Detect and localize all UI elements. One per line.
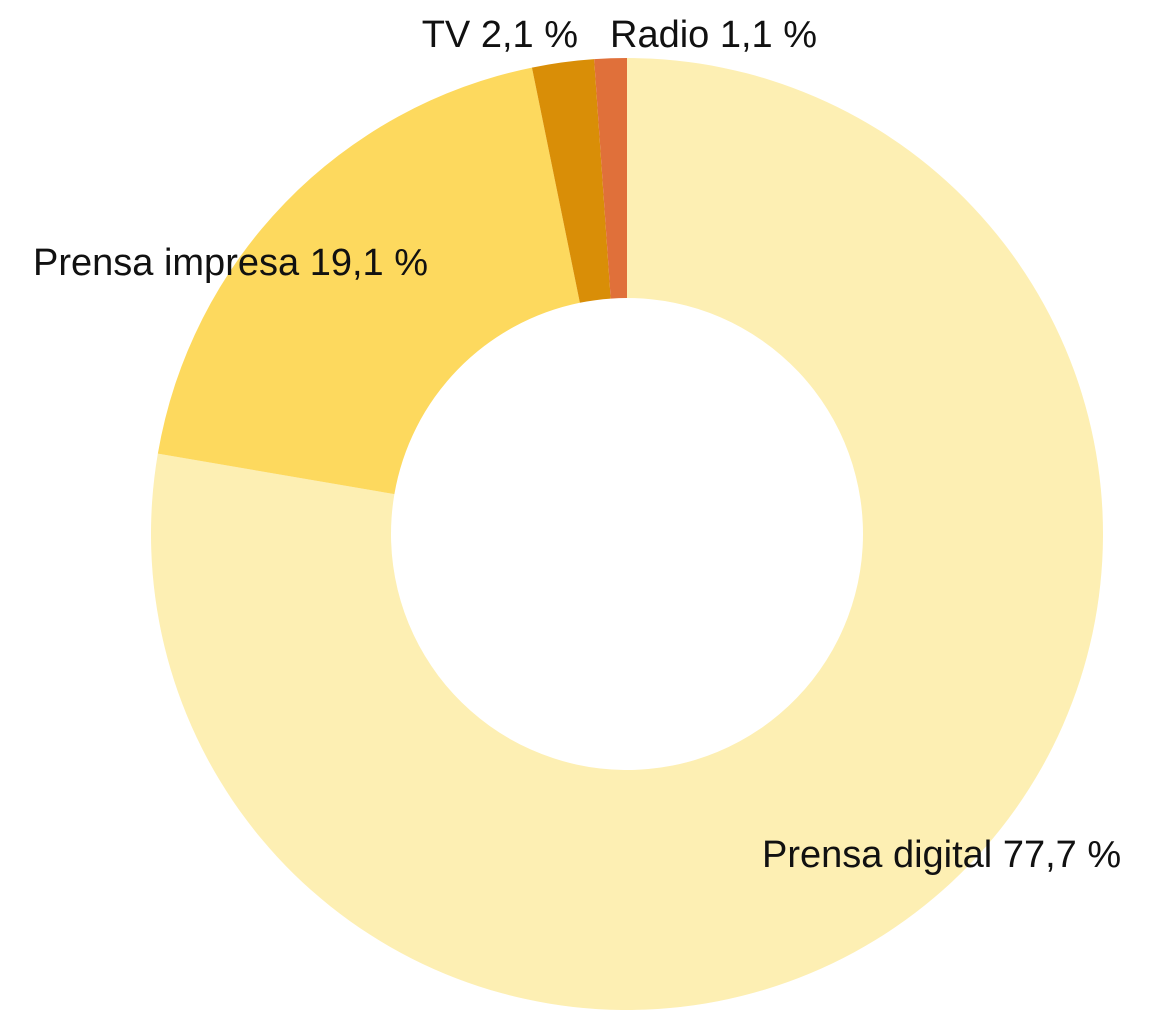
segment-label: TV 2,1 % (422, 14, 578, 56)
value-label: 77,7 % (1003, 834, 1121, 876)
donut-segment (150, 58, 1103, 1010)
segment-label: Radio 1,1 % (610, 14, 817, 56)
donut-segment (531, 59, 611, 303)
segment-label: Prensa digital 77,7 % (762, 834, 1121, 876)
donut-segment (594, 58, 627, 299)
segment-label: Prensa impresa 19,1 % (33, 242, 428, 284)
value-label: 1,1 % (720, 14, 817, 56)
donut-segment (157, 67, 580, 495)
category-name: Prensa impresa (33, 242, 300, 284)
category-name: Prensa digital (762, 834, 992, 876)
value-label: 19,1 % (310, 242, 428, 284)
category-name: Radio (610, 14, 709, 56)
value-label: 2,1 % (481, 14, 578, 56)
category-name: TV (422, 14, 471, 56)
